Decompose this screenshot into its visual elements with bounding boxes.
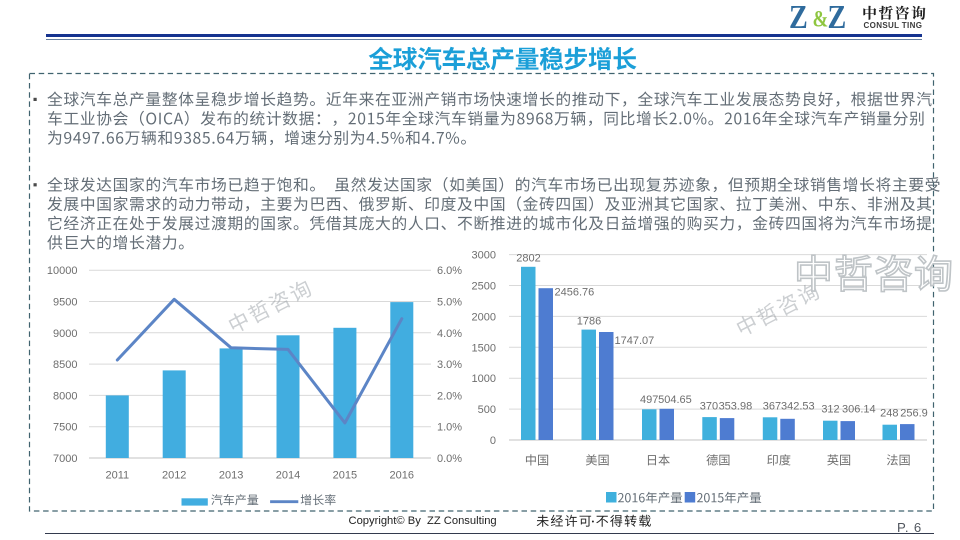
svg-text:500: 500 [478, 404, 496, 416]
svg-text:312: 312 [821, 404, 839, 416]
svg-text:2456.76: 2456.76 [555, 287, 595, 299]
svg-text:7500: 7500 [53, 422, 77, 434]
svg-text:7000: 7000 [53, 453, 77, 465]
svg-text:1786: 1786 [577, 316, 601, 328]
svg-text:504.65: 504.65 [658, 394, 692, 406]
svg-text:Z: Z [828, 0, 847, 36]
svg-text:8500: 8500 [53, 359, 77, 371]
svg-text:1.0%: 1.0% [437, 422, 462, 434]
svg-text:256.9: 256.9 [900, 408, 928, 420]
svg-text:342.53: 342.53 [781, 401, 815, 413]
svg-text:2000: 2000 [472, 311, 496, 323]
svg-text:1747.07: 1747.07 [615, 335, 655, 347]
svg-text:Z: Z [789, 0, 808, 36]
svg-text:0.0%: 0.0% [437, 453, 462, 465]
svg-text:4.0%: 4.0% [437, 328, 462, 340]
svg-text:2500: 2500 [472, 281, 496, 293]
svg-text:2013: 2013 [219, 470, 243, 482]
svg-text:2015: 2015 [333, 470, 357, 482]
svg-text:9500: 9500 [53, 297, 77, 309]
svg-text:353.98: 353.98 [719, 401, 753, 413]
svg-text:306.14: 306.14 [842, 404, 876, 416]
svg-text:9000: 9000 [53, 328, 77, 340]
svg-text:6.0%: 6.0% [437, 265, 462, 277]
svg-text:2.0%: 2.0% [437, 390, 462, 402]
svg-text:1000: 1000 [472, 373, 496, 385]
svg-text:2014: 2014 [276, 470, 300, 482]
svg-text:248: 248 [880, 408, 898, 420]
svg-text:2802: 2802 [516, 253, 540, 265]
svg-text:370: 370 [700, 401, 718, 413]
svg-text:3.0%: 3.0% [437, 359, 462, 371]
svg-text:8000: 8000 [53, 390, 77, 402]
svg-text:5.0%: 5.0% [437, 297, 462, 309]
svg-text:367: 367 [763, 401, 781, 413]
svg-text:1500: 1500 [472, 342, 496, 354]
svg-text:3000: 3000 [472, 250, 496, 262]
svg-text:2011: 2011 [105, 470, 129, 482]
svg-text:0: 0 [490, 435, 496, 447]
svg-text:10000: 10000 [47, 265, 78, 277]
svg-text:497: 497 [640, 394, 658, 406]
svg-text:2012: 2012 [162, 470, 186, 482]
svg-text:2016: 2016 [390, 470, 414, 482]
svg-text:&: & [813, 6, 829, 32]
